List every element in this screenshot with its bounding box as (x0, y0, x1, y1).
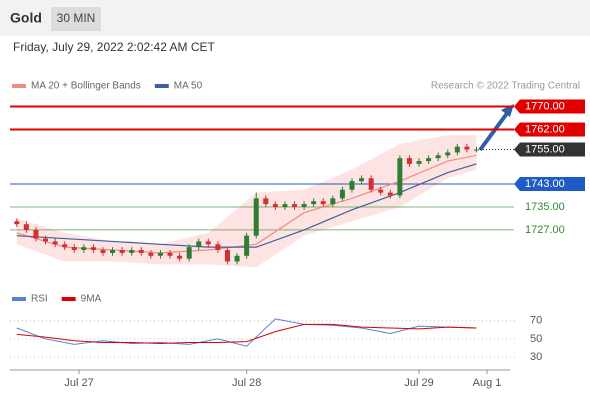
timestamp: Friday, July 29, 2022 2:02:42 AM CET (13, 40, 216, 54)
candle-body (330, 198, 336, 205)
candle-body (52, 241, 58, 245)
candle-body (368, 178, 374, 190)
legend-swatch (61, 297, 76, 301)
candle-body (263, 198, 269, 205)
candle-body (320, 201, 326, 205)
level-label: 1755.00 (525, 143, 565, 155)
candle-body (119, 250, 125, 253)
candle-body (148, 252, 154, 256)
candle-body (157, 252, 163, 256)
candle-body (234, 255, 240, 262)
series-line (16, 323, 477, 344)
x-tick-label: Jul 29 (404, 377, 433, 389)
candle-body (253, 198, 259, 236)
candle-body (244, 235, 250, 256)
candle-body (129, 250, 135, 253)
candle-body (349, 181, 355, 190)
legend-label: RSI (31, 294, 48, 305)
candle-body (311, 201, 317, 205)
arrow (478, 110, 510, 152)
candle-body (177, 255, 183, 259)
candle-body (445, 152, 451, 156)
candle-body (138, 250, 144, 253)
y-tick-label: 30 (530, 351, 542, 363)
candle-body (301, 204, 307, 207)
candle-body (110, 250, 116, 253)
level-label: 1743.00 (525, 178, 565, 190)
candle-body (339, 189, 345, 199)
candle-body (205, 241, 211, 245)
candle-body (272, 204, 278, 207)
x-tick-label: Jul 28 (232, 377, 261, 389)
candle-body (426, 158, 432, 162)
candle-body (81, 247, 87, 251)
candle-body (14, 221, 20, 225)
legend-label: MA 20 + Bollinger Bands (31, 81, 141, 92)
candle-body (224, 250, 230, 262)
candle-body (33, 229, 39, 239)
candle-body (406, 158, 412, 164)
candle-body (43, 238, 49, 242)
overlay-line (16, 163, 477, 248)
candle-body (464, 146, 470, 150)
credit: Research © 2022 Trading Central (431, 81, 580, 92)
candle-body (359, 178, 365, 182)
legend-label: MA 50 (174, 81, 203, 92)
level-tag (514, 122, 585, 137)
candle-body (378, 189, 384, 193)
level-tag (514, 99, 585, 114)
candle-body (215, 244, 221, 251)
candle-body (100, 250, 106, 253)
overlay-line (16, 154, 477, 254)
candle-body (186, 247, 192, 259)
candle-body (282, 204, 288, 207)
bollinger-band (16, 135, 477, 268)
level-label: 1735.00 (525, 201, 565, 213)
legend-swatch (12, 297, 26, 301)
candle-body (62, 244, 68, 248)
timeframe[interactable]: 30 MIN (57, 11, 96, 25)
candle-body (167, 252, 173, 256)
candle-body (71, 247, 77, 251)
candle-body (473, 149, 479, 151)
candle-body (397, 158, 403, 196)
candle-body (387, 192, 393, 196)
level-label: 1770.00 (525, 100, 565, 112)
legend-swatch (12, 84, 26, 88)
level-label: 1727.00 (525, 224, 565, 236)
x-tick-label: Aug 1 (473, 377, 502, 389)
legend-label: 9MA (81, 294, 102, 305)
y-tick-label: 70 (530, 315, 542, 327)
instrument-title: Gold (10, 10, 42, 26)
candle-body (416, 161, 422, 164)
candle-body (454, 146, 460, 153)
level-label: 1762.00 (525, 123, 565, 135)
candle-body (196, 241, 202, 248)
x-tick-label: Jul 27 (64, 377, 93, 389)
legend-swatch (154, 84, 169, 88)
level-tag (514, 142, 585, 157)
candle-body (23, 224, 29, 230)
level-tag (514, 177, 585, 191)
candle-body (90, 247, 96, 251)
candle-body (292, 204, 298, 207)
timeframe-tab[interactable] (51, 7, 101, 31)
y-tick-label: 50 (530, 333, 542, 345)
candle-body (435, 155, 441, 159)
